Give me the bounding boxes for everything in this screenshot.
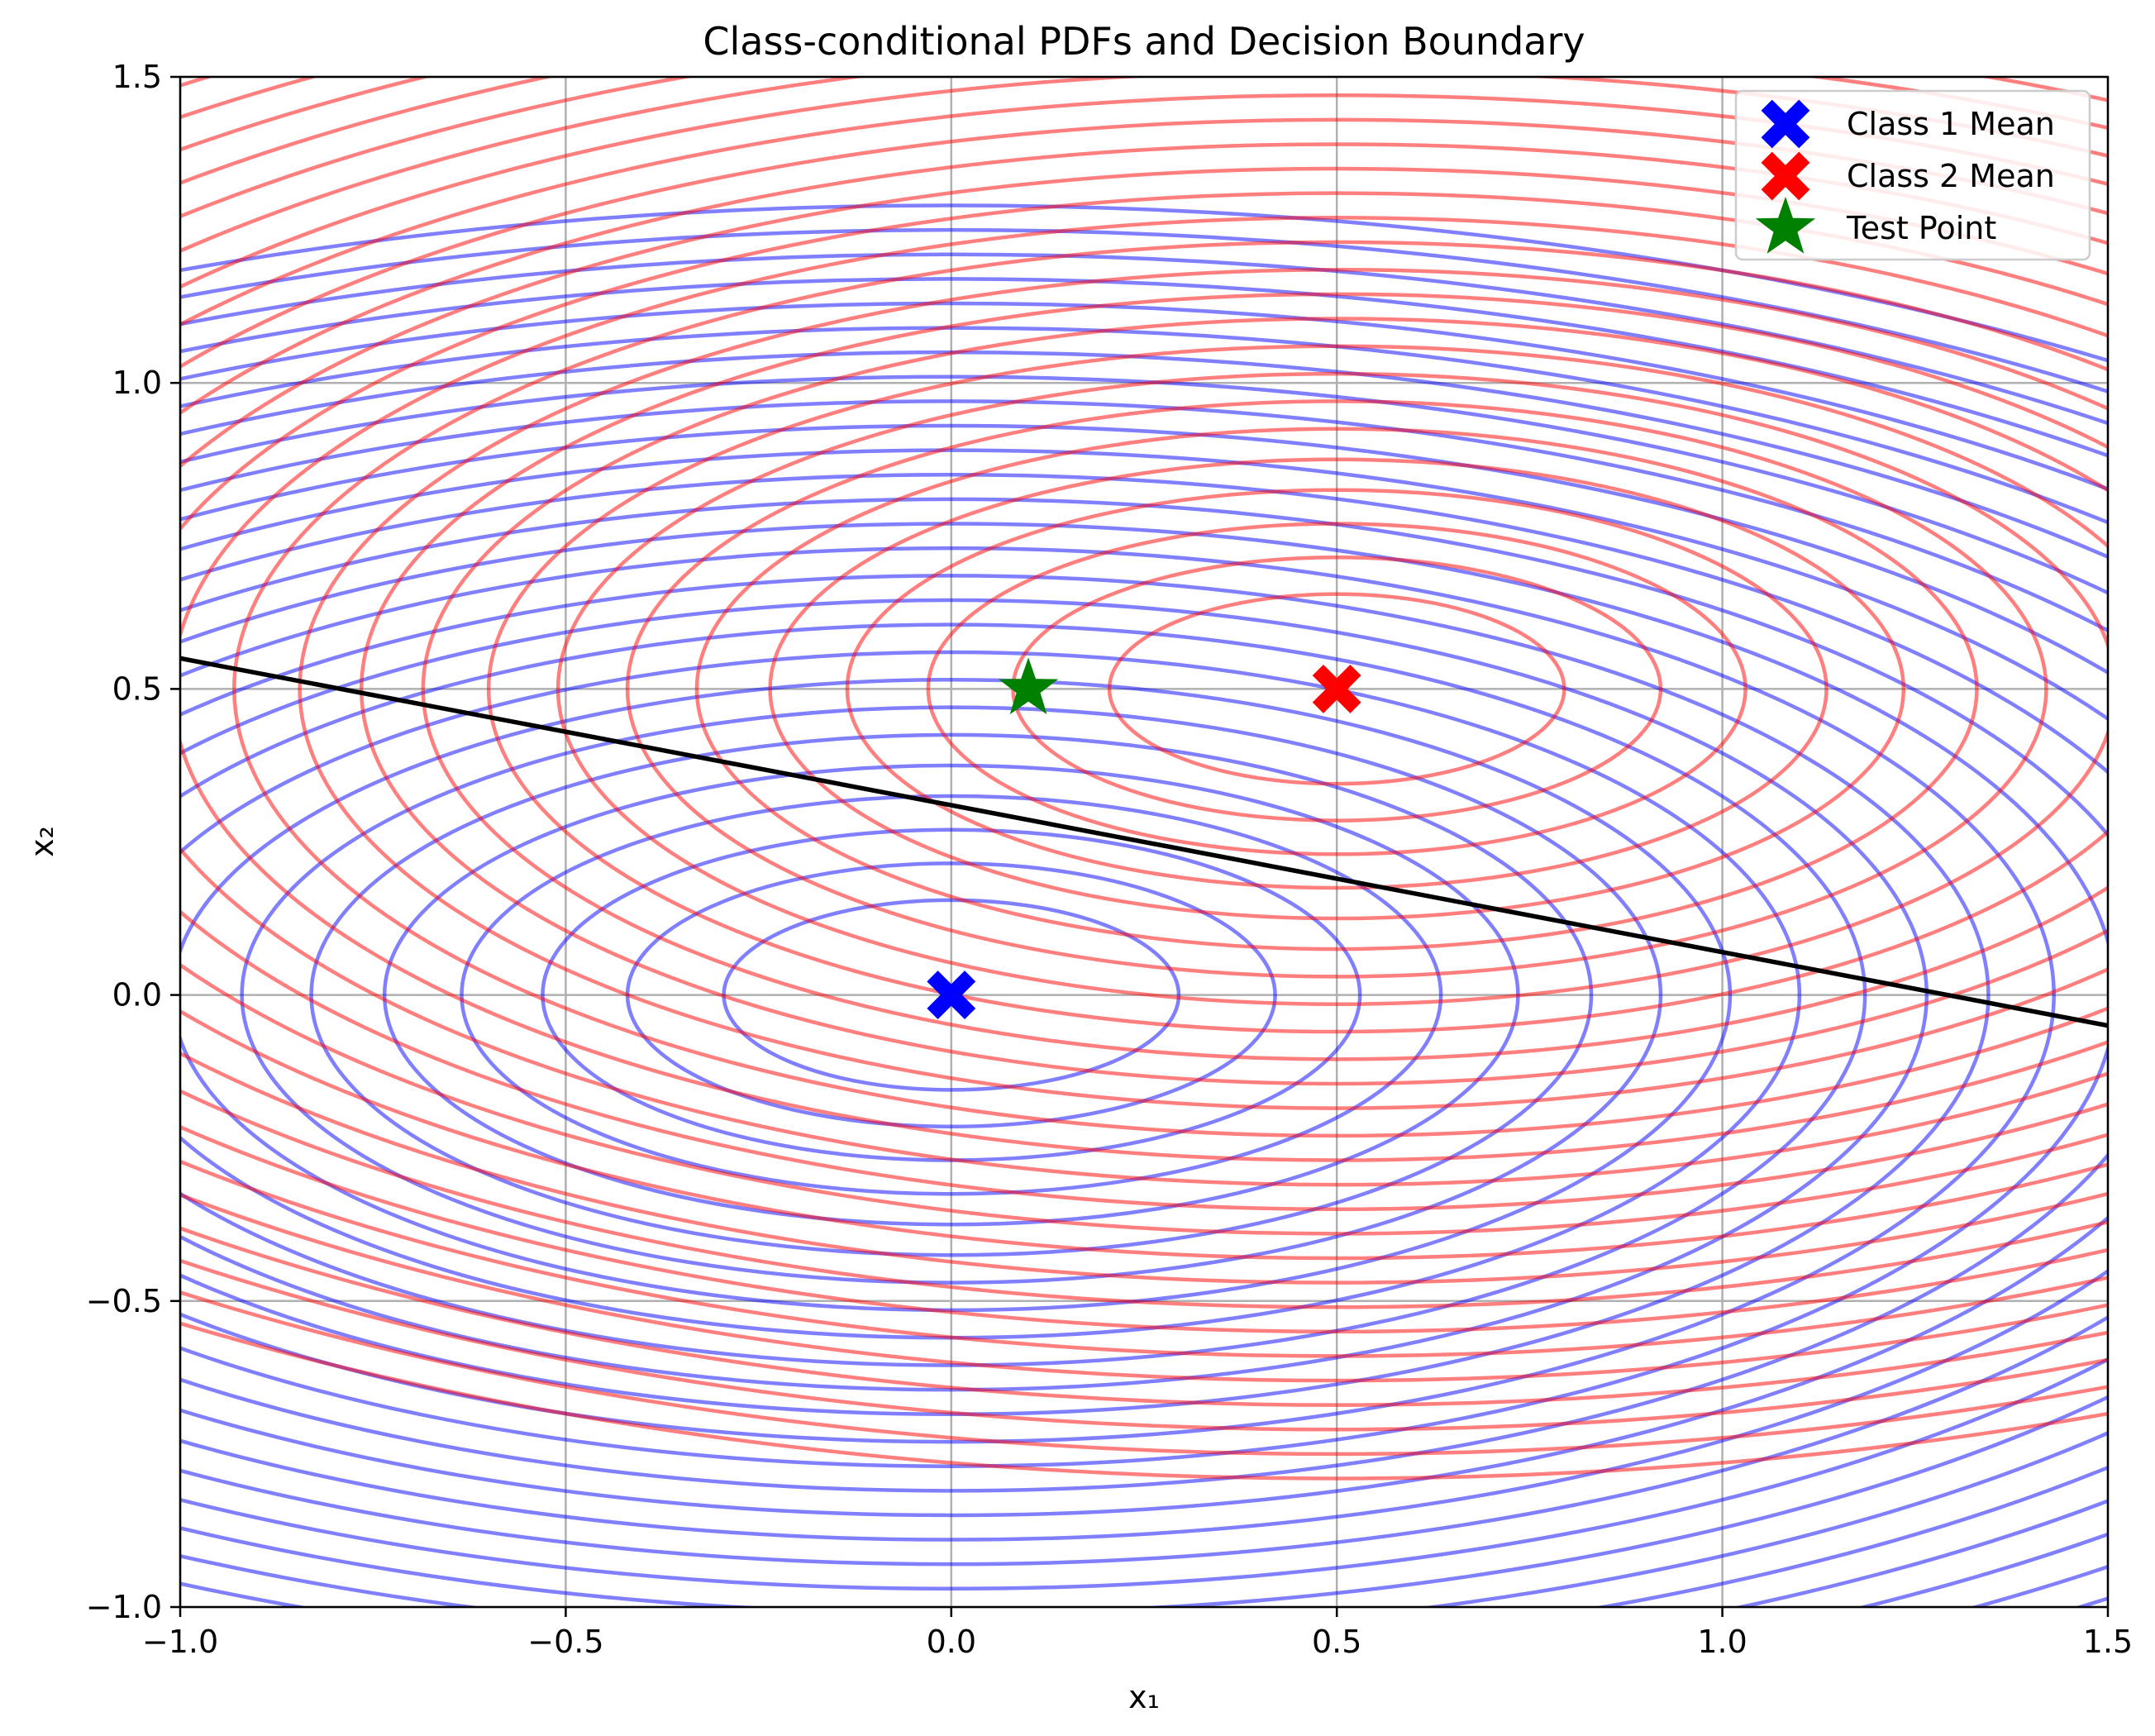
plot-frame bbox=[179, 75, 2110, 1609]
contour-line bbox=[180, 678, 1732, 1313]
contour-line bbox=[360, 292, 2108, 1086]
y-tick-label: 1.5 bbox=[112, 59, 162, 95]
contour-line bbox=[180, 203, 2108, 363]
contour-line bbox=[180, 374, 2108, 1607]
contour-line bbox=[556, 371, 2108, 1006]
contour-line bbox=[180, 473, 2108, 1518]
y-tick-label: −1.0 bbox=[86, 1589, 162, 1625]
x-tick-label: 0.5 bbox=[1312, 1624, 1361, 1660]
contour-line bbox=[180, 117, 2108, 1261]
contour-line bbox=[180, 93, 2108, 1285]
contour-line bbox=[180, 166, 2108, 1211]
y-tick-label: −0.5 bbox=[86, 1283, 162, 1319]
legend-test-point-label: Test Point bbox=[1846, 210, 1996, 246]
contour-line bbox=[180, 546, 2056, 1444]
contour-line bbox=[232, 240, 2108, 1137]
contour-line bbox=[421, 317, 2108, 1061]
contour-line bbox=[768, 457, 1906, 921]
contour-line bbox=[180, 77, 2108, 1407]
contour-line bbox=[180, 522, 2108, 1468]
contour-line bbox=[298, 268, 2108, 1110]
contour-line bbox=[180, 77, 2108, 1309]
contour-line bbox=[180, 142, 2108, 1236]
y-tick-label: 1.0 bbox=[112, 365, 162, 401]
contour-line bbox=[180, 191, 2108, 1187]
x-tick-label: −0.5 bbox=[527, 1624, 603, 1660]
contour-line bbox=[460, 794, 1443, 1196]
x-tick-label: 1.5 bbox=[2083, 1624, 2133, 1660]
legend-class-2-mean-marker bbox=[1761, 151, 1810, 201]
contour-line bbox=[180, 77, 2108, 1333]
contour-line bbox=[845, 488, 1828, 890]
contour-line bbox=[180, 77, 2108, 1432]
contour-line bbox=[180, 228, 2108, 1607]
legend-box bbox=[1734, 89, 2091, 261]
contour-line bbox=[180, 399, 2108, 1591]
legend: Class 1 Mean Class 2 Mean Test Point bbox=[1734, 89, 2091, 261]
contour-line bbox=[625, 399, 2048, 979]
contour-line bbox=[180, 423, 2108, 1567]
class-2-mean-marker bbox=[1312, 664, 1361, 713]
legend-test-point-marker bbox=[1755, 196, 1816, 254]
contour-line bbox=[180, 598, 1929, 1392]
contour-line bbox=[180, 277, 2108, 1607]
contour-line bbox=[487, 344, 2108, 1034]
y-axis-label: x₂ bbox=[24, 826, 60, 857]
x-tick-label: 1.0 bbox=[1697, 1624, 1747, 1660]
x-tick-label: −1.0 bbox=[142, 1624, 218, 1660]
contour-line bbox=[180, 77, 2108, 1358]
contour-line bbox=[180, 77, 2108, 1383]
x-tick-label: 0.0 bbox=[927, 1624, 976, 1660]
test-point-marker bbox=[998, 657, 1059, 715]
contour-line bbox=[180, 448, 2108, 1542]
decision-boundary-line bbox=[180, 656, 2108, 1028]
markers-layer bbox=[927, 657, 1361, 1020]
x-axis-label: x₁ bbox=[1128, 1679, 1160, 1715]
y-tick-label: 0.0 bbox=[112, 977, 162, 1013]
contour-line bbox=[180, 622, 1867, 1367]
contour-line bbox=[180, 252, 2108, 1607]
decision-boundary-layer bbox=[180, 656, 2108, 1028]
contour-line bbox=[1107, 592, 1566, 786]
contour-line bbox=[240, 705, 1663, 1285]
contour-line bbox=[180, 1321, 2108, 1481]
legend-class-2-mean-label: Class 2 Mean bbox=[1847, 158, 2055, 194]
contour-line bbox=[180, 77, 2108, 1456]
axis-ticks: −1.0 −0.5 0.0 0.5 1.0 1.5 −1.0 −0.5 0.0 0.5 1.0 1.5 bbox=[86, 59, 2134, 1660]
contour-line bbox=[694, 427, 1979, 951]
contour-line bbox=[180, 301, 2108, 1607]
contour-line bbox=[309, 732, 1594, 1257]
contour-line bbox=[926, 522, 1747, 856]
legend-class-1-mean-label: Class 1 Mean bbox=[1847, 106, 2055, 142]
class-1-mean-marker bbox=[927, 971, 976, 1020]
y-tick-label: 0.5 bbox=[112, 670, 162, 707]
contour-line bbox=[180, 497, 2108, 1493]
chart-title: Class-conditional PDFs and Decision Boun… bbox=[703, 19, 1585, 64]
contour-line bbox=[180, 216, 2108, 1162]
legend-class-1-mean-marker bbox=[1761, 99, 1810, 149]
contour-set bbox=[180, 77, 2108, 1481]
